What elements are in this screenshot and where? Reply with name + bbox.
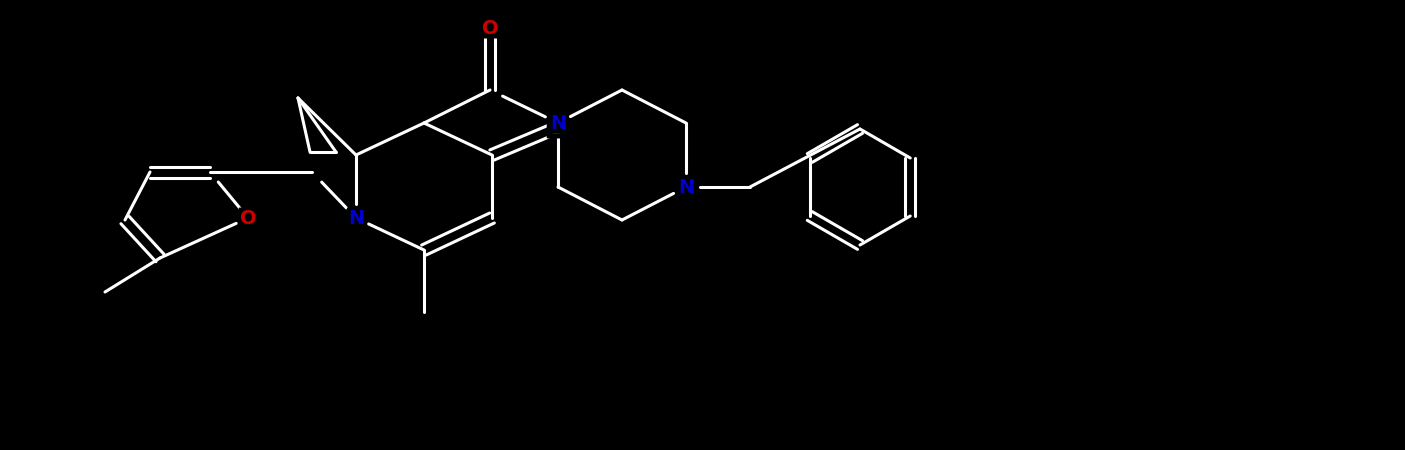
- Text: O: O: [548, 118, 565, 138]
- Text: O: O: [482, 18, 499, 37]
- Text: O: O: [240, 208, 256, 228]
- Text: N: N: [348, 208, 364, 228]
- Text: N: N: [549, 113, 566, 132]
- Text: N: N: [677, 177, 694, 197]
